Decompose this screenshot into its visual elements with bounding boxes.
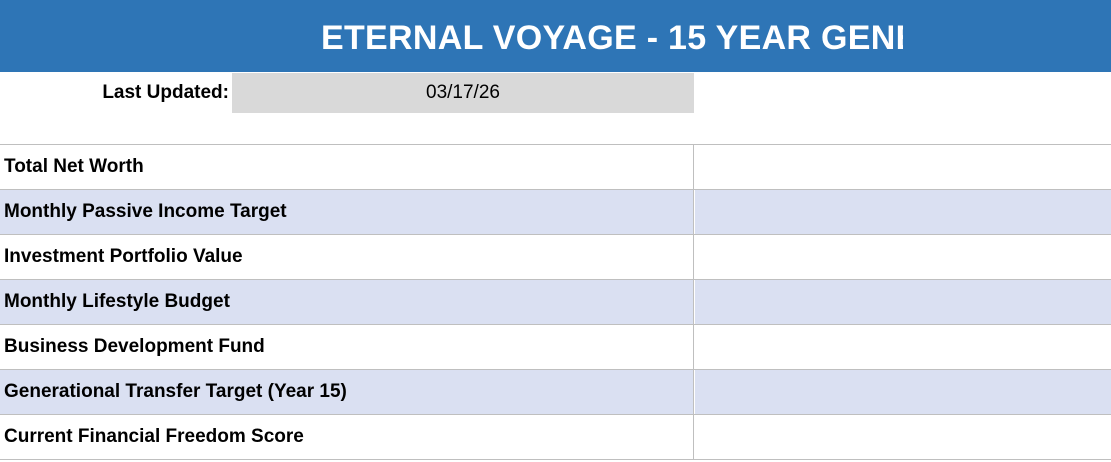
row-band-extension — [903, 280, 1111, 324]
metric-label[interactable]: Monthly Lifestyle Budget — [0, 280, 694, 324]
metrics-table: Total Net Worth Monthly Passive Income T… — [0, 144, 1111, 460]
metric-value-cell[interactable] — [695, 370, 903, 414]
metric-label[interactable]: Investment Portfolio Value — [0, 235, 694, 279]
metric-row-monthly-lifestyle-budget: Monthly Lifestyle Budget — [0, 279, 1111, 324]
metric-label[interactable]: Business Development Fund — [0, 325, 694, 369]
title-clip: ETERNAL VOYAGE - 15 YEAR GENERATIONAL WE… — [0, 0, 903, 72]
metric-row-current-financial-freedom-score: Current Financial Freedom Score — [0, 414, 1111, 460]
metric-label[interactable]: Generational Transfer Target (Year 15) — [0, 370, 694, 414]
last-updated-label: Last Updated: — [102, 82, 229, 103]
metric-row-monthly-passive-income-target: Monthly Passive Income Target — [0, 189, 1111, 234]
row-band-extension — [903, 190, 1111, 234]
metric-row-business-development-fund: Business Development Fund — [0, 324, 1111, 369]
metric-value-cell[interactable] — [695, 415, 903, 459]
row-band-extension — [903, 370, 1111, 414]
page-title: ETERNAL VOYAGE - 15 YEAR GENERATIONAL WE… — [321, 19, 903, 57]
metric-value-cell[interactable] — [695, 280, 903, 324]
metric-row-investment-portfolio-value: Investment Portfolio Value — [0, 234, 1111, 279]
metric-row-generational-transfer-target: Generational Transfer Target (Year 15) — [0, 369, 1111, 414]
metric-value-cell[interactable] — [695, 325, 903, 369]
metric-label[interactable]: Monthly Passive Income Target — [0, 190, 694, 234]
title-banner: ETERNAL VOYAGE - 15 YEAR GENERATIONAL WE… — [0, 0, 1111, 72]
metric-label[interactable]: Total Net Worth — [0, 145, 694, 189]
metric-value-cell[interactable] — [695, 190, 903, 234]
metric-value-cell[interactable] — [695, 235, 903, 279]
metric-value-cell[interactable] — [695, 145, 903, 189]
metric-label[interactable]: Current Financial Freedom Score — [0, 415, 694, 459]
last-updated-date-cell[interactable]: 03/17/26 — [232, 73, 694, 113]
metric-row-total-net-worth: Total Net Worth — [0, 144, 1111, 189]
